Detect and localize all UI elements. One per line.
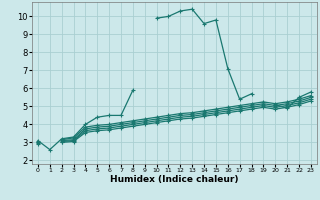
X-axis label: Humidex (Indice chaleur): Humidex (Indice chaleur): [110, 175, 239, 184]
